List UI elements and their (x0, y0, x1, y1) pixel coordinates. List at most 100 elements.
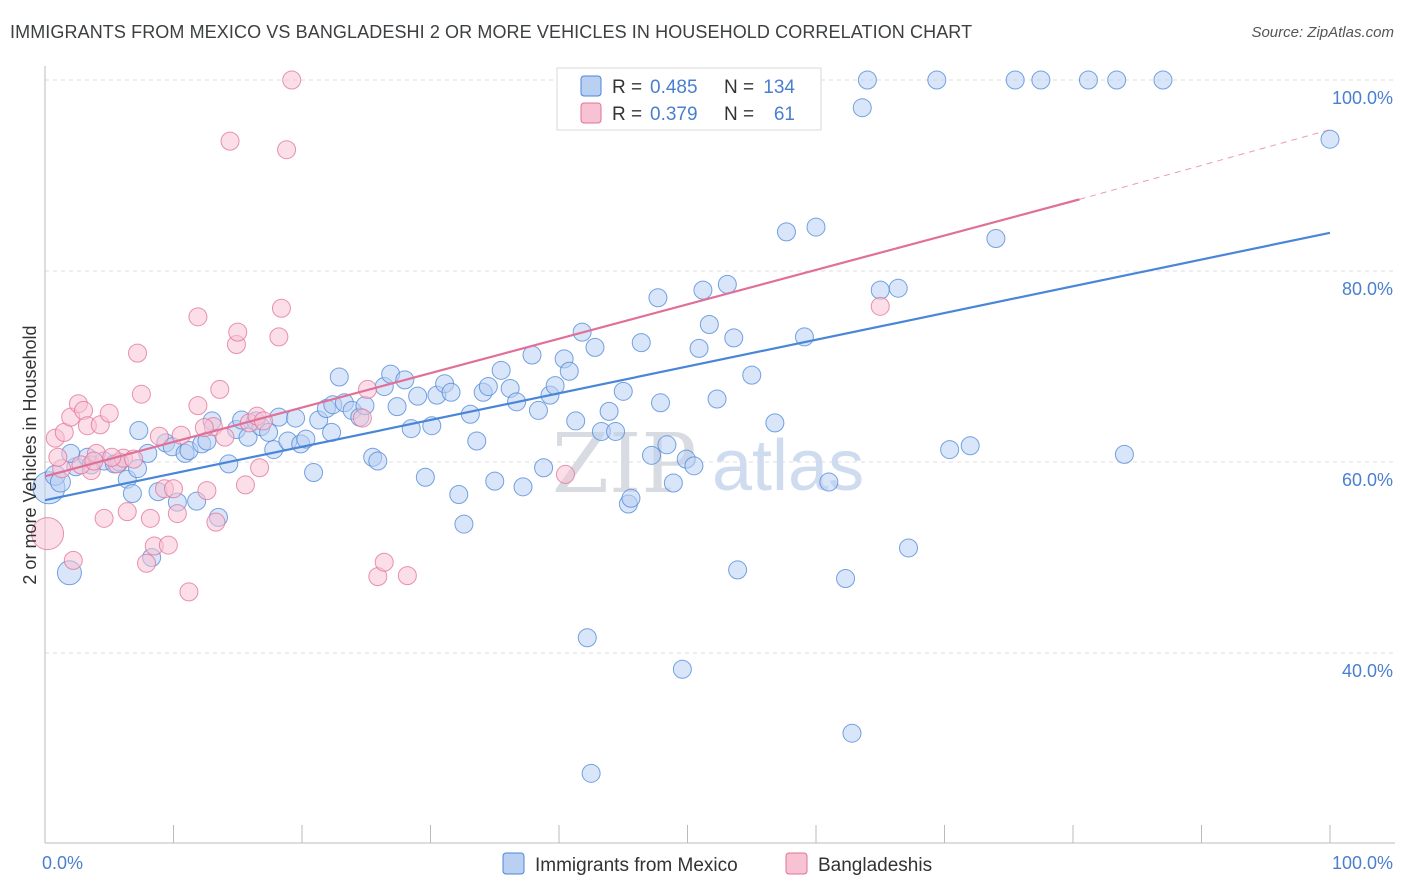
series-legend: Immigrants from Mexico Bangladeshis (502, 852, 932, 876)
point-bangladeshis (277, 140, 297, 160)
point-mexico (460, 404, 480, 424)
point-mexico (842, 723, 862, 743)
point-mexico (870, 280, 890, 300)
point-mexico (960, 436, 980, 456)
point-mexico (415, 467, 435, 487)
grid (45, 79, 1394, 654)
point-bangladeshis (206, 512, 226, 532)
point-mexico (689, 338, 709, 358)
x-tick-label-min: 0.0% (42, 853, 83, 873)
point-bangladeshis (253, 411, 273, 431)
point-bangladeshis (210, 379, 230, 399)
point-mexico (631, 333, 651, 353)
point-mexico (776, 222, 796, 242)
stats-legend-swatch-blue (580, 75, 602, 97)
point-mexico (621, 488, 641, 508)
y-tick-label: 100.0% (1332, 88, 1393, 108)
point-mexico (728, 560, 748, 580)
point-mexico (717, 274, 737, 294)
point-mexico (940, 440, 960, 460)
legend-swatch-mexico (502, 852, 525, 875)
legend-swatch-bangladeshis (785, 852, 808, 875)
point-mexico (648, 288, 668, 308)
stats-r-value-1: 0.485 (650, 77, 698, 98)
point-mexico (657, 435, 677, 455)
point-bangladeshis (94, 508, 114, 528)
point-mexico (836, 569, 856, 589)
point-mexico (606, 421, 626, 441)
point-mexico (129, 420, 149, 440)
point-mexico (857, 70, 877, 90)
point-mexico (1107, 70, 1127, 90)
source-label: Source: ZipAtlas.com (1251, 24, 1394, 41)
point-mexico (585, 337, 605, 357)
point-bangladeshis (31, 517, 65, 551)
point-mexico (528, 400, 548, 420)
point-mexico (599, 401, 619, 421)
point-mexico (684, 456, 704, 476)
point-bangladeshis (140, 508, 160, 528)
point-mexico (534, 458, 554, 478)
point-mexico (613, 381, 633, 401)
point-mexico (1005, 70, 1025, 90)
point-mexico (651, 393, 671, 413)
point-mexico (559, 361, 579, 381)
stats-n-label-1: N = (724, 77, 754, 98)
point-bangladeshis (269, 327, 289, 347)
point-mexico (387, 397, 407, 417)
stats-n-value-2: 61 (774, 104, 795, 125)
point-mexico (899, 538, 919, 558)
point-mexico (765, 413, 785, 433)
point-bangladeshis (102, 447, 122, 467)
point-mexico (566, 411, 586, 431)
trendline-mexico (44, 231, 1331, 502)
point-mexico (329, 367, 349, 387)
point-mexico (806, 217, 826, 237)
trendline-bangladeshis-extension (1079, 129, 1331, 200)
point-mexico (1031, 70, 1051, 90)
point-mexico (491, 360, 511, 380)
point-mexico (467, 431, 487, 451)
point-bangladeshis (128, 343, 148, 363)
point-mexico (1320, 129, 1340, 149)
point-mexico (122, 484, 142, 504)
y-tick-label: 60.0% (1342, 470, 1393, 490)
point-bangladeshis (352, 408, 372, 428)
point-bangladeshis (197, 481, 217, 501)
trend-lines (44, 129, 1331, 502)
point-mexico (986, 229, 1006, 249)
point-mexico (408, 386, 428, 406)
point-bangladeshis (870, 296, 890, 316)
point-mexico (819, 472, 839, 492)
point-mexico (513, 477, 533, 497)
point-mexico (707, 389, 727, 409)
point-bangladeshis (271, 298, 291, 318)
stats-n-label-2: N = (724, 104, 754, 125)
stats-legend: R = 0.485 N = 134 R = 0.379 N = 61 (556, 67, 822, 131)
point-bangladeshis (397, 566, 417, 586)
axes (44, 66, 1395, 844)
point-bangladeshis (555, 464, 575, 484)
point-mexico (1078, 70, 1098, 90)
stats-r-label-1: R = (612, 77, 642, 98)
point-bangladeshis (131, 384, 151, 404)
point-bangladeshis (117, 502, 137, 522)
legend-label-mexico: Immigrants from Mexico (535, 855, 738, 876)
point-mexico (577, 628, 597, 648)
point-bangladeshis (282, 70, 302, 90)
point-bangladeshis (158, 535, 178, 555)
point-mexico (852, 98, 872, 118)
stats-n-value-1: 134 (763, 77, 795, 98)
watermark-atlas: atlas (712, 426, 864, 506)
point-mexico (485, 471, 505, 491)
point-mexico (693, 280, 713, 300)
point-mexico (642, 445, 662, 465)
series-bangladeshis-points (31, 70, 890, 602)
point-bangladeshis (99, 403, 119, 423)
point-mexico (699, 314, 719, 334)
stats-r-value-2: 0.379 (650, 104, 698, 125)
point-bangladeshis (63, 550, 83, 570)
point-mexico (296, 429, 316, 449)
point-mexico (1153, 70, 1173, 90)
